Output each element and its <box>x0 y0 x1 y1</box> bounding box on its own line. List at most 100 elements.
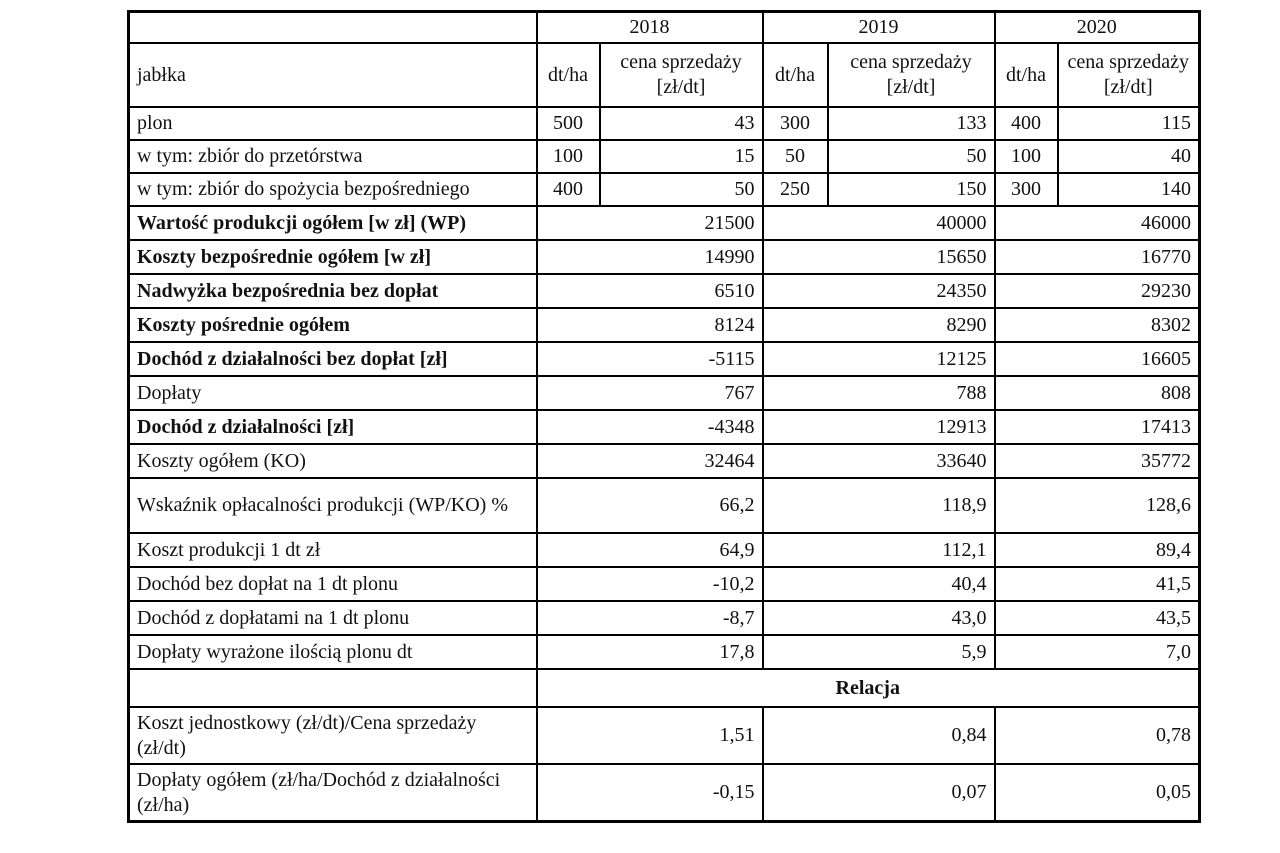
price-header-line2: [zł/dt] <box>886 76 936 98</box>
yield-value: 300 <box>761 106 829 141</box>
row-label: Nadwyżka bezpośrednia bez dopłat <box>127 273 538 309</box>
table-row-dochod-bez-doplat: Dochód z działalności bez dopłat [zł] -5… <box>127 341 1201 377</box>
table-row-nadwyzka: Nadwyżka bezpośrednia bez dopłat 6510 24… <box>127 273 1201 309</box>
table-row-doplaty-wyrazone: Dopłaty wyrażone ilością plonu dt 17,8 5… <box>127 634 1201 670</box>
price-col-header-2019: cena sprzedaży [zł/dt] <box>826 42 996 108</box>
year-header-row: 2018 2019 2020 <box>127 10 1201 44</box>
row-label: Koszty bezpośrednie ogółem [w zł] <box>127 239 538 275</box>
table-row-zbior-przetorstwa: w tym: zbiór do przetórstwa 100 15 50 50… <box>127 139 1201 174</box>
value-2019: 43,0 <box>761 600 996 636</box>
price-value: 43 <box>598 106 764 141</box>
value-2020: 8302 <box>993 307 1201 343</box>
yield-col-header-2019: dt/ha <box>761 42 829 108</box>
yield-col-header-2018: dt/ha <box>535 42 601 108</box>
value-2019: 118,9 <box>761 477 996 534</box>
row-label: Dochód z działalności bez dopłat [zł] <box>127 341 538 377</box>
value-2019: 0,84 <box>761 706 996 765</box>
price-header-line1: cena sprzedaży <box>620 51 742 73</box>
value-2020: 29230 <box>993 273 1201 309</box>
value-2020: 808 <box>993 375 1201 411</box>
value-2018: 6510 <box>535 273 764 309</box>
table-row-plon: plon 500 43 300 133 400 115 <box>127 106 1201 141</box>
price-header-line2: [zł/dt] <box>1103 76 1153 98</box>
value-2018: 14990 <box>535 239 764 275</box>
value-2018: 1,51 <box>535 706 764 765</box>
value-2019: 40,4 <box>761 566 996 602</box>
price-value: 150 <box>826 172 996 207</box>
apple-economics-table: 2018 2019 2020 jabłka dt/ha cena sprzeda… <box>127 10 1201 823</box>
price-value: 140 <box>1056 172 1201 207</box>
value-2018: 8124 <box>535 307 764 343</box>
value-2019: 24350 <box>761 273 996 309</box>
row-label: Dopłaty ogółem (zł/ha/Dochód z działalno… <box>127 763 538 823</box>
table-row-wskaznik-oplacalnosci: Wskaźnik opłacalności produkcji (WP/KO) … <box>127 477 1201 534</box>
row-label: Dochód z działalności [zł] <box>127 409 538 445</box>
price-col-header-2020: cena sprzedaży [zł/dt] <box>1056 42 1201 108</box>
row-label: Wartość produkcji ogółem [w zł] (WP) <box>127 205 538 241</box>
price-col-header-2018: cena sprzedaży [zł/dt] <box>598 42 764 108</box>
yield-value: 100 <box>993 139 1059 174</box>
row-label: Koszt jednostkowy (zł/dt)/Cena sprzedaży… <box>127 706 538 765</box>
value-2018: 17,8 <box>535 634 764 670</box>
row-label: w tym: zbiór do przetórstwa <box>127 139 538 174</box>
value-2020: 0,05 <box>993 763 1201 823</box>
price-header-line1: cena sprzedaży <box>850 51 972 73</box>
value-2019: 788 <box>761 375 996 411</box>
value-2018: -4348 <box>535 409 764 445</box>
value-2020: 16605 <box>993 341 1201 377</box>
value-2018: 767 <box>535 375 764 411</box>
table-row-dochod-z-dzialalnosci: Dochód z działalności [zł] -4348 12913 1… <box>127 409 1201 445</box>
yield-value: 400 <box>993 106 1059 141</box>
column-header-row: jabłka dt/ha cena sprzedaży [zł/dt] dt/h… <box>127 42 1201 108</box>
value-2018: 66,2 <box>535 477 764 534</box>
value-2019: 15650 <box>761 239 996 275</box>
table-row-zbior-spozycia: w tym: zbiór do spożycia bezpośredniego … <box>127 172 1201 207</box>
value-2019: 12913 <box>761 409 996 445</box>
year-2019-header: 2019 <box>761 10 996 44</box>
year-2020-header: 2020 <box>993 10 1201 44</box>
row-label: Dopłaty wyrażone ilością plonu dt <box>127 634 538 670</box>
value-2018: 21500 <box>535 205 764 241</box>
year-2018-header: 2018 <box>535 10 764 44</box>
price-value: 115 <box>1056 106 1201 141</box>
value-2020: 43,5 <box>993 600 1201 636</box>
section-row-relacja: Relacja <box>127 668 1201 708</box>
row-label: Dochód bez dopłat na 1 dt plonu <box>127 566 538 602</box>
row-label: w tym: zbiór do spożycia bezpośredniego <box>127 172 538 207</box>
table-row-doplaty: Dopłaty 767 788 808 <box>127 375 1201 411</box>
value-2018: 32464 <box>535 443 764 479</box>
table-row-koszt-jednostkowy-relacja: Koszt jednostkowy (zł/dt)/Cena sprzedaży… <box>127 706 1201 765</box>
value-2019: 33640 <box>761 443 996 479</box>
corner-empty-cell <box>127 10 538 44</box>
value-2019: 0,07 <box>761 763 996 823</box>
row-label: plon <box>127 106 538 141</box>
table-row-dochod-bez-doplat-1dt: Dochód bez dopłat na 1 dt plonu -10,2 40… <box>127 566 1201 602</box>
price-value: 40 <box>1056 139 1201 174</box>
value-2019: 8290 <box>761 307 996 343</box>
row-label: Koszty ogółem (KO) <box>127 443 538 479</box>
row-label: Dopłaty <box>127 375 538 411</box>
value-2018: -5115 <box>535 341 764 377</box>
section-title: Relacja <box>535 668 1201 708</box>
corner-label: jabłka <box>127 42 538 108</box>
value-2018: -0,15 <box>535 763 764 823</box>
yield-col-header-2020: dt/ha <box>993 42 1059 108</box>
price-value: 50 <box>826 139 996 174</box>
value-2019: 112,1 <box>761 532 996 568</box>
section-empty-cell <box>127 668 538 708</box>
value-2020: 41,5 <box>993 566 1201 602</box>
yield-value: 500 <box>535 106 601 141</box>
yield-value: 100 <box>535 139 601 174</box>
row-label: Koszty pośrednie ogółem <box>127 307 538 343</box>
table-row-wartosc-produkcji: Wartość produkcji ogółem [w zł] (WP) 215… <box>127 205 1201 241</box>
value-2019: 12125 <box>761 341 996 377</box>
price-value: 50 <box>598 172 764 207</box>
value-2020: 89,4 <box>993 532 1201 568</box>
table-row-dochod-z-doplatami-1dt: Dochód z dopłatami na 1 dt plonu -8,7 43… <box>127 600 1201 636</box>
value-2018: 64,9 <box>535 532 764 568</box>
price-header-line1: cena sprzedaży <box>1067 51 1190 73</box>
row-label: Wskaźnik opłacalności produkcji (WP/KO) … <box>127 477 538 534</box>
yield-value: 250 <box>761 172 829 207</box>
value-2020: 0,78 <box>993 706 1201 765</box>
